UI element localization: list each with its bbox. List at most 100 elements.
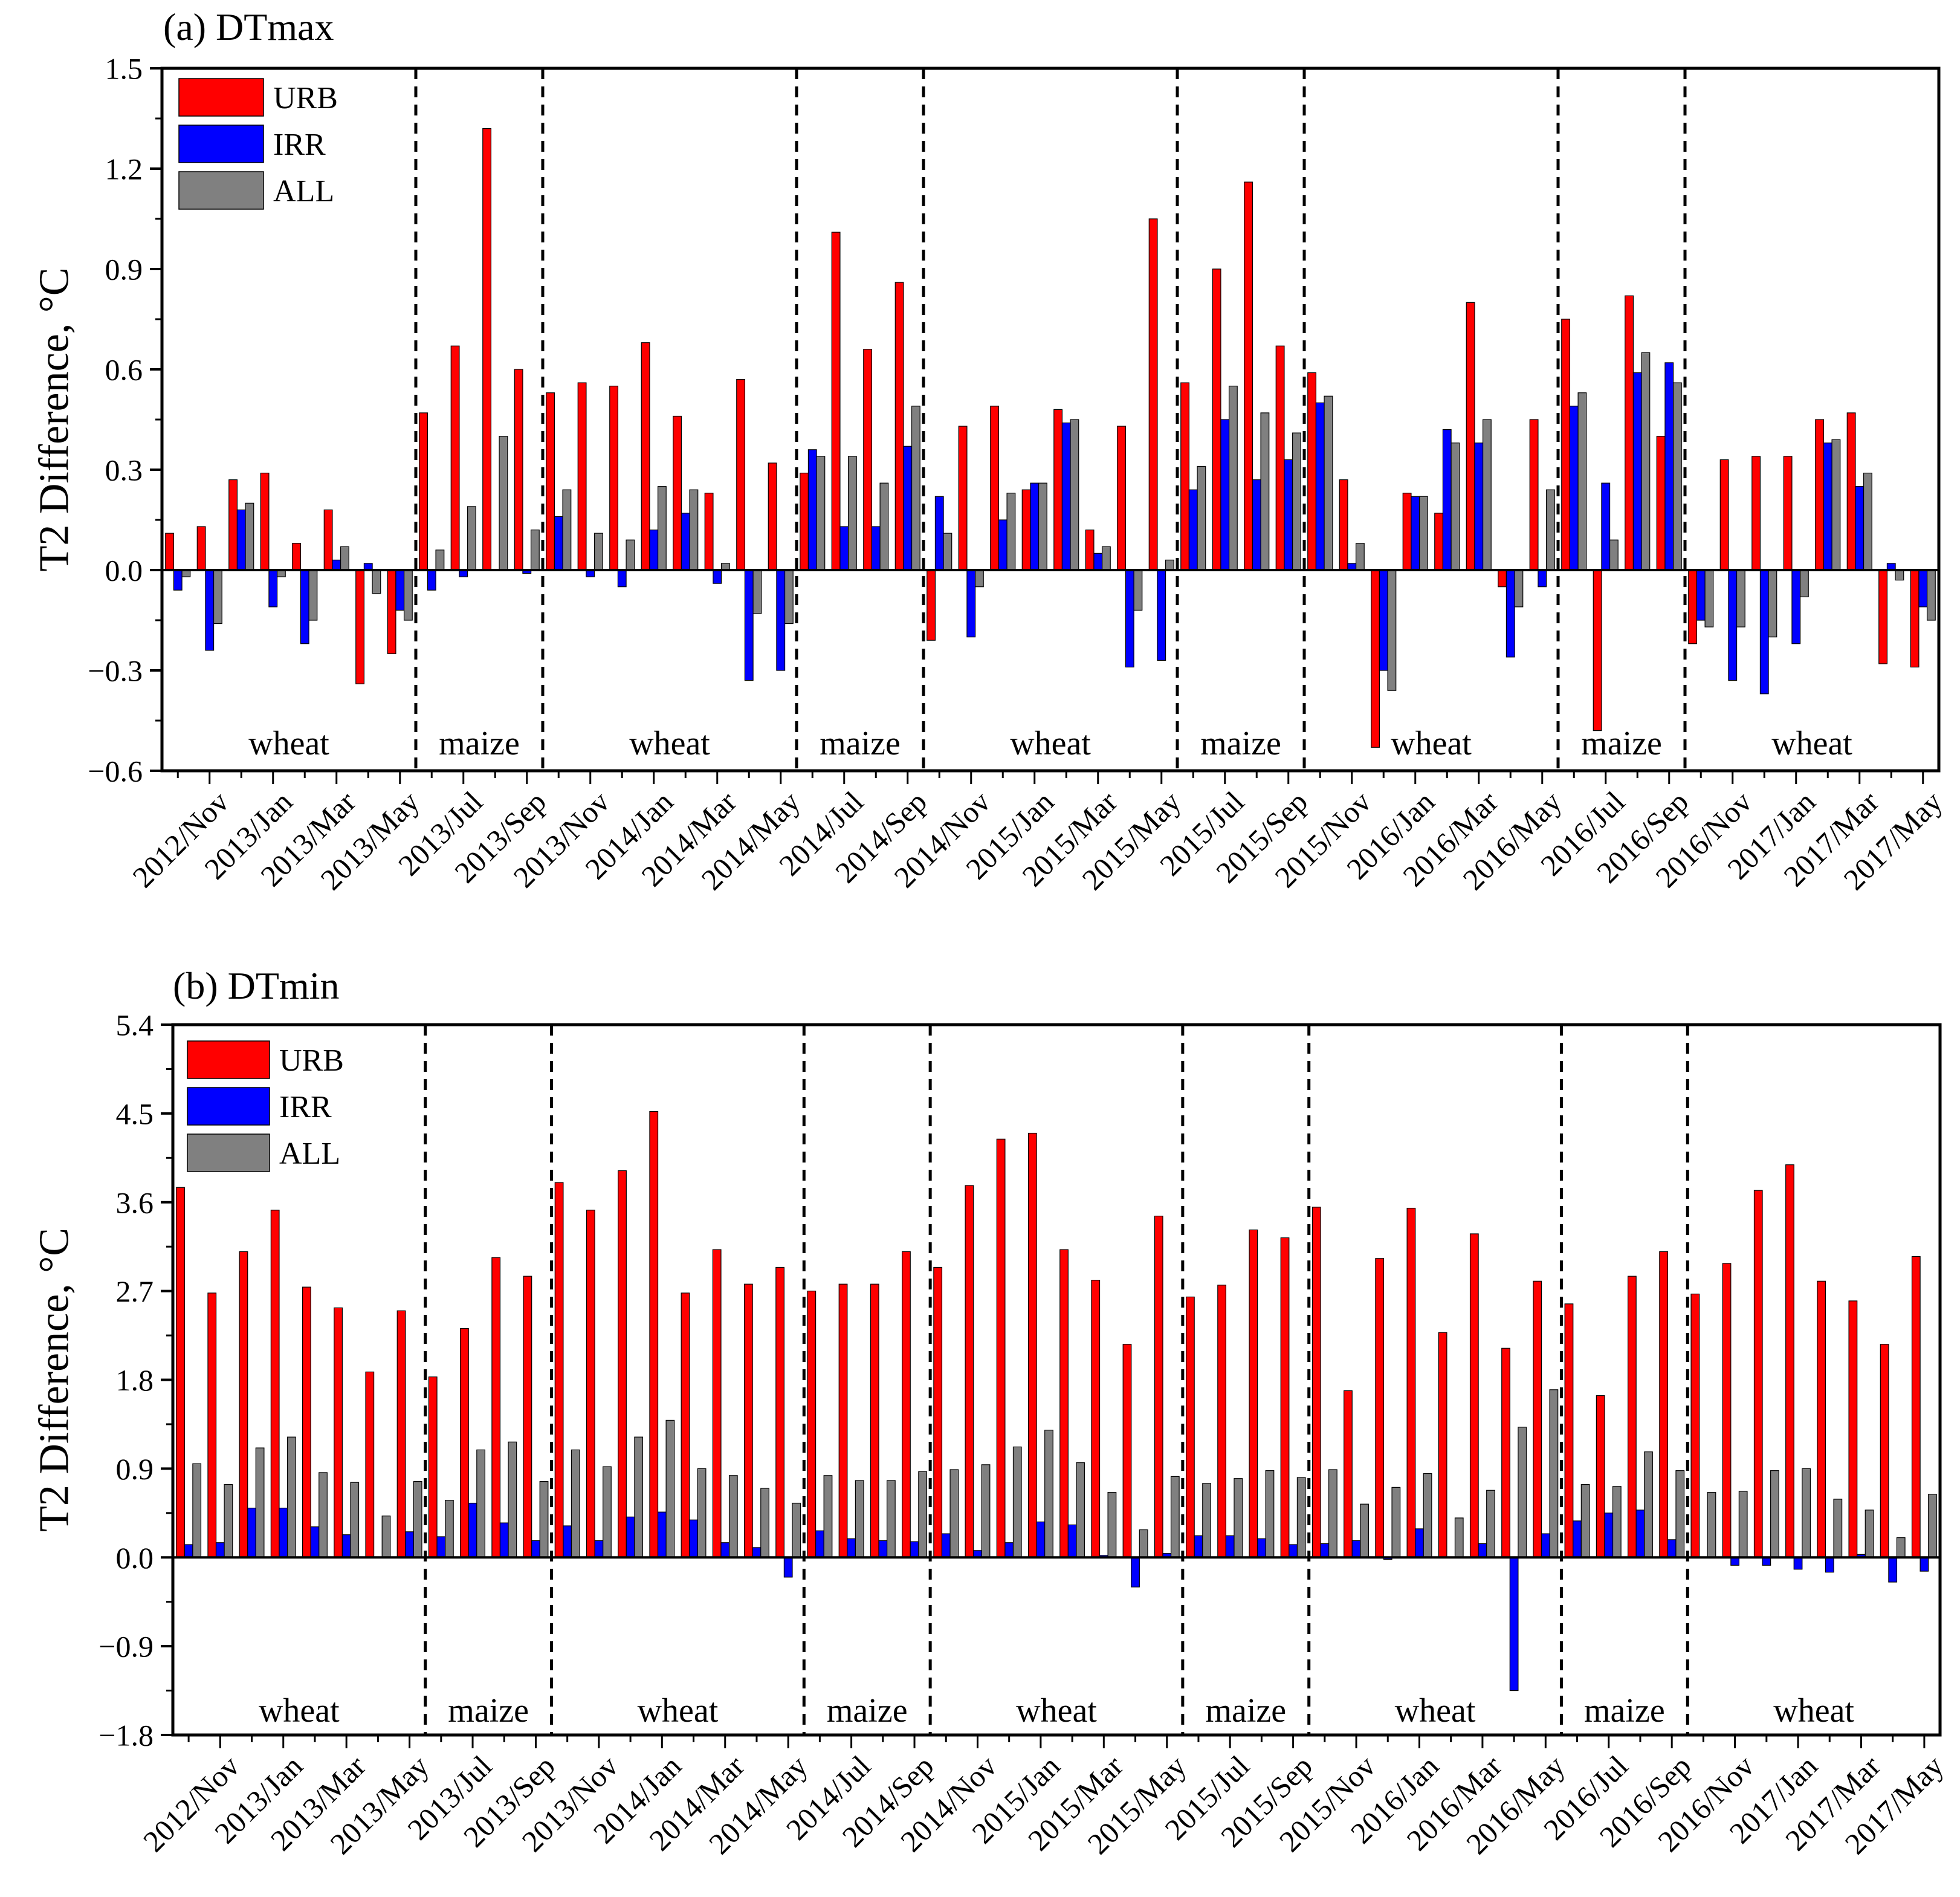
bar-urb	[1122, 1344, 1132, 1558]
bar-irr	[427, 569, 436, 591]
bar-urb	[1501, 1347, 1510, 1558]
bar-urb	[396, 1310, 406, 1558]
bar-irr	[941, 1533, 951, 1558]
bar-all	[1641, 352, 1651, 571]
bar-irr	[1125, 569, 1134, 668]
bar-urb	[1625, 295, 1634, 571]
bar-irr	[236, 509, 246, 571]
season-label-wheat: wheat	[629, 725, 710, 762]
bar-all	[530, 529, 540, 571]
bar-irr	[1791, 569, 1801, 644]
bar-all	[697, 1468, 707, 1558]
bar-urb	[1690, 1293, 1700, 1558]
bar-irr	[1823, 443, 1832, 571]
legend-swatch-all	[178, 171, 264, 210]
bar-all	[760, 1488, 769, 1558]
bar-urb	[1561, 319, 1571, 571]
bar-urb	[863, 349, 873, 571]
bar-all	[1165, 559, 1174, 571]
bar-urb	[1434, 513, 1444, 571]
bar-all	[943, 533, 953, 571]
bar-all	[911, 406, 920, 571]
legend-swatch-urb	[178, 78, 264, 117]
bar-irr	[1252, 479, 1261, 571]
bar-irr	[689, 1519, 698, 1558]
bar-urb	[1911, 1256, 1921, 1558]
bar-all	[1101, 546, 1111, 571]
legend-label-all: ALL	[279, 1137, 340, 1171]
bar-urb	[712, 1249, 722, 1558]
bar-all	[1738, 1491, 1748, 1558]
bar-all	[689, 489, 699, 571]
bar-irr	[1289, 1544, 1298, 1558]
bar-irr	[554, 516, 563, 571]
bar-irr	[1538, 569, 1547, 588]
bar-irr	[1855, 486, 1865, 571]
y-tick-label: 0.0	[105, 554, 143, 588]
bar-irr	[173, 569, 183, 591]
bar-urb	[1244, 181, 1253, 571]
season-label-maize: maize	[1200, 725, 1281, 762]
bar-irr	[871, 526, 881, 571]
bar-irr	[1728, 569, 1738, 681]
bar-all	[626, 539, 635, 571]
bar-all	[539, 1480, 549, 1558]
bar-irr	[1541, 1533, 1550, 1558]
y-tick-label: 0.3	[105, 453, 143, 487]
season-label-wheat: wheat	[1391, 725, 1472, 762]
bar-urb	[768, 462, 777, 571]
bar-irr	[1474, 443, 1484, 571]
bar-all	[308, 569, 318, 621]
bar-irr	[300, 569, 309, 644]
season-label-maize: maize	[827, 1692, 908, 1730]
bar-all	[571, 1449, 580, 1558]
bar-all	[1577, 392, 1587, 571]
bar-irr	[1188, 489, 1198, 571]
bar-all	[1545, 489, 1555, 571]
bar-all	[981, 1464, 991, 1558]
bar-irr	[215, 1542, 225, 1558]
bar-all	[855, 1480, 864, 1558]
bar-urb	[1154, 1215, 1163, 1558]
bar-irr	[776, 569, 786, 671]
bar-urb	[1722, 1263, 1732, 1558]
bar-urb	[1498, 569, 1507, 588]
bar-urb	[228, 479, 238, 571]
chart-title: (b) DTmin	[173, 964, 340, 1007]
bar-irr	[279, 1508, 288, 1558]
bar-irr	[1478, 1543, 1487, 1558]
bar-irr	[1573, 1520, 1582, 1558]
bar-urb	[260, 472, 270, 571]
bar-irr	[1411, 496, 1420, 571]
legend-label-irr: IRR	[273, 128, 326, 162]
y-tick-label: −0.9	[99, 1630, 154, 1664]
bar-all	[1012, 1446, 1022, 1558]
bar-all	[1831, 439, 1841, 571]
bar-all	[340, 546, 349, 571]
bar-urb	[1466, 302, 1475, 571]
bar-all	[1360, 1503, 1369, 1558]
bar-irr	[839, 526, 849, 571]
bar-urb	[1406, 1207, 1416, 1558]
bar-irr	[184, 1544, 193, 1558]
bar-irr	[847, 1538, 856, 1558]
bar-urb	[1656, 436, 1666, 571]
bar-all	[784, 569, 794, 624]
legend-swatch-all	[187, 1133, 270, 1172]
legend-swatch-irr	[187, 1087, 270, 1126]
bar-all	[1802, 1468, 1811, 1558]
bar-irr	[205, 569, 215, 651]
bar-all	[887, 1480, 896, 1558]
y-tick-label: 4.5	[116, 1097, 154, 1130]
bar-all	[192, 1463, 202, 1558]
bar-all	[213, 569, 222, 624]
bar-irr	[657, 1511, 667, 1558]
bar-urb	[1053, 409, 1063, 571]
bar-urb	[1817, 1280, 1826, 1558]
legend-label-urb: URB	[279, 1043, 344, 1078]
bar-urb	[736, 378, 746, 571]
bar-urb	[1148, 218, 1158, 571]
bar-all	[1770, 1470, 1779, 1558]
